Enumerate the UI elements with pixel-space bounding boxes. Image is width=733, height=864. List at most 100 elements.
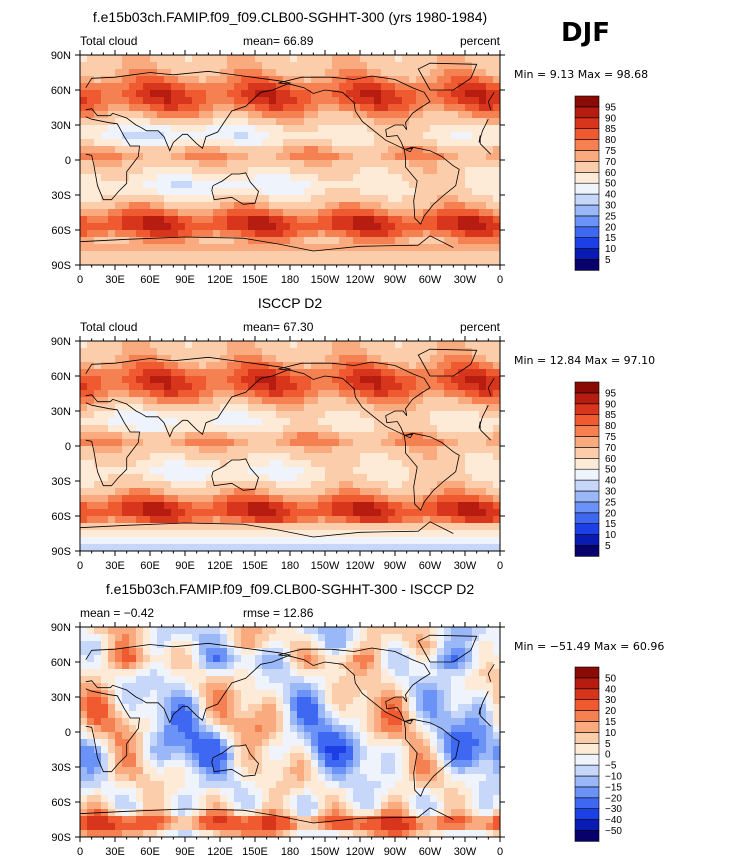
lon-tick-label: 30W [454, 560, 477, 572]
lon-tick-label: 30E [105, 560, 125, 572]
lon-tick-label: 150W [311, 274, 340, 286]
colorbar-swatch [574, 106, 600, 119]
colorbar-swatch [574, 172, 600, 184]
lon-tick-label: 120E [207, 274, 233, 286]
colorbar-label: 80 [605, 135, 617, 146]
colorbar-swatch [574, 545, 600, 557]
colorbar-label: 30 [605, 695, 617, 706]
colorbar-swatch [574, 732, 600, 744]
panel-center-label: mean= 66.89 [243, 34, 314, 48]
colorbar-label: 20 [605, 222, 617, 233]
colorbar-swatch [574, 468, 600, 481]
coastlines [79, 62, 495, 252]
lat-tick-label: 30S [51, 476, 71, 488]
colorbar-label: 50 [605, 465, 617, 476]
lon-tick-label: 150E [242, 274, 268, 286]
lon-tick-label: 60W [419, 846, 442, 858]
colorbar-label: 40 [605, 476, 617, 487]
lon-tick-label: 0 [497, 560, 503, 572]
lon-tick-label: 90W [384, 560, 407, 572]
lon-tick-label: 150W [311, 560, 340, 572]
lat-tick-label: 90S [51, 546, 71, 558]
lon-tick-label: 60W [419, 274, 442, 286]
colorbar-label: 90 [605, 113, 617, 124]
lat-tick-label: 60S [51, 511, 71, 523]
colorbar-label: 70 [605, 157, 617, 168]
colorbar-label: −5 [605, 761, 617, 772]
lon-tick-label: 90E [175, 274, 195, 286]
colorbar-swatch [574, 677, 600, 690]
map-frame [79, 340, 501, 552]
lon-tick-label: 0 [497, 846, 503, 858]
colorbar-label: 50 [605, 673, 617, 684]
lon-tick-label: 30E [105, 846, 125, 858]
lon-tick-label: 60E [140, 846, 160, 858]
panel-left-label: mean = −0.42 [80, 606, 155, 620]
lon-tick-label: 0 [77, 846, 83, 858]
lon-tick-label: 180 [281, 846, 299, 858]
colorbar-swatch [574, 215, 600, 228]
lon-tick-label: 0 [77, 274, 83, 286]
colorbar-swatch [574, 775, 600, 788]
colorbar-label: 40 [605, 684, 617, 695]
map-frame [79, 626, 501, 838]
colorbar-swatch [574, 128, 600, 140]
colorbar-swatch [574, 699, 600, 711]
lat-tick-label: 60S [51, 797, 71, 809]
colorbar-swatch [574, 721, 600, 733]
lon-tick-label: 0 [497, 274, 503, 286]
colorbar-swatch [574, 381, 600, 394]
panel-minmax: Min = 12.84 Max = 97.10 [514, 354, 656, 367]
colorbar-label: 25 [605, 211, 617, 222]
lat-tick-label: 0 [65, 155, 71, 167]
panel-minmax: Min = −51.49 Max = 60.96 [514, 640, 665, 653]
colorbar-swatch [574, 436, 600, 448]
map-frame [79, 54, 501, 266]
lon-tick-label: 0 [77, 560, 83, 572]
colorbar-label: 20 [605, 508, 617, 519]
colorbar-swatch [574, 447, 600, 459]
colorbar-label: 80 [605, 421, 617, 432]
lat-tick-label: 60S [51, 225, 71, 237]
panel-title: ISCCP D2 [257, 295, 323, 311]
colorbar-label: 5 [605, 541, 611, 552]
colorbar-swatch [574, 237, 600, 249]
colorbar-label: 60 [605, 454, 617, 465]
colorbar-label: 20 [605, 706, 617, 717]
colorbar-swatch [574, 204, 600, 217]
lon-tick-label: 120W [346, 560, 375, 572]
lon-tick-label: 90E [175, 560, 195, 572]
lat-tick-label: 0 [65, 441, 71, 453]
colorbar-swatch [574, 819, 600, 831]
colorbar-label: 95 [605, 102, 617, 113]
lon-tick-label: 30W [454, 274, 477, 286]
colorbar-label: 15 [605, 717, 617, 728]
colorbar-swatch [574, 830, 600, 842]
colorbar-label: −50 [605, 826, 622, 837]
colorbar-swatch [574, 425, 600, 437]
colorbar-swatch [574, 534, 600, 546]
colorbar-swatch [574, 414, 600, 426]
colorbar-swatch [574, 392, 600, 405]
colorbar-swatch [574, 786, 600, 799]
colorbar-label: −30 [605, 804, 622, 815]
lat-tick-label: 90N [51, 50, 71, 62]
lon-tick-label: 30W [454, 846, 477, 858]
colorbar-label: −10 [605, 772, 622, 783]
lat-tick-label: 30N [51, 692, 71, 704]
colorbar-label: 90 [605, 399, 617, 410]
panel-left-label: Total cloud [80, 34, 138, 48]
lon-tick-label: 120W [346, 846, 375, 858]
colorbar-swatch [574, 764, 600, 777]
colorbar-label: 85 [605, 410, 617, 421]
panel-minmax: Min = 9.13 Max = 98.68 [514, 68, 649, 81]
colorbar-label: −15 [605, 782, 622, 793]
colorbar-swatch [574, 688, 600, 700]
lon-tick-label: 150E [242, 846, 268, 858]
colorbar-label: 10 [605, 530, 617, 541]
